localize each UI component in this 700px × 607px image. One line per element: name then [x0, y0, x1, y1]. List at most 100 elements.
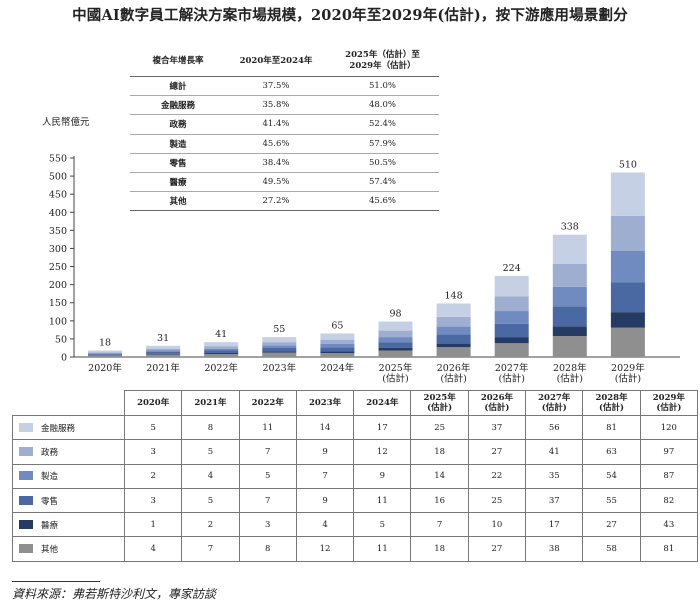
bar-segment-government	[436, 316, 471, 327]
data-table-cell: 35	[525, 463, 584, 489]
data-table-cell: 25	[410, 414, 469, 441]
data-table-cell: 37	[525, 487, 584, 514]
bar-segment-other	[320, 353, 355, 357]
cagr-value: 50.5%	[326, 153, 439, 173]
data-table-cell: 43	[639, 512, 699, 538]
legend-label-government: 政務	[41, 447, 59, 458]
bar-segment-manufacturing	[146, 350, 181, 352]
cagr-row: 金融服務 35.8% 48.0%	[130, 95, 439, 116]
data-table-cell: 9	[353, 463, 412, 489]
cagr-row-label: 其他	[130, 191, 226, 212]
data-table-cell: 5	[123, 414, 183, 441]
legend-label-finance: 金融服務	[41, 423, 76, 434]
bar-segment-finance	[436, 303, 471, 317]
y-tick-label: 150	[49, 298, 67, 309]
bar-segment-manufacturing	[552, 286, 587, 307]
bar-total-label: 65	[331, 320, 343, 331]
bar-segment-medical	[146, 353, 181, 355]
data-table-cell: 56	[525, 414, 584, 441]
bar-segment-medical	[494, 337, 529, 344]
legend-label-other: 其他	[41, 545, 59, 556]
data-table-row: 政務 3 5 7 9 12 18 27 41 63 97	[12, 439, 699, 465]
bar-segment-manufacturing	[88, 353, 122, 355]
cagr-value: 57.9%	[326, 134, 439, 154]
bar-segment-other	[262, 352, 297, 357]
data-table-cell: 8	[181, 414, 240, 441]
data-table-year-header: 2023年	[295, 390, 355, 416]
legend-label-manufacturing: 製造	[41, 472, 59, 483]
data-table-cell: 12	[353, 439, 412, 465]
cagr-row: 總計 37.5% 51.0%	[130, 76, 439, 97]
data-table-cell: 9	[295, 439, 355, 465]
legend-swatch-other	[19, 544, 33, 554]
bar-segment-manufacturing	[494, 311, 529, 324]
y-tick-label: 500	[49, 172, 67, 183]
data-table-cell: 38	[525, 536, 584, 562]
bar-segment-finance	[552, 234, 587, 265]
legend-label-medical: 醫療	[41, 520, 59, 531]
data-table-cell: 10	[467, 512, 527, 538]
data-table-cell: 9	[295, 487, 355, 514]
bar-segment-finance	[262, 337, 297, 343]
data-table-cell: 11	[353, 487, 412, 514]
data-table-row: 金融服務 5 8 11 14 17 25 37 56 81 120	[12, 414, 699, 441]
bar-total-label: 55	[273, 324, 285, 335]
data-table-cell: 4	[295, 512, 355, 538]
cagr-value: 41.4%	[226, 114, 326, 135]
chart-title: 中國AI數字員工解決方案市場規模，2020年至2029年(估計)，按下游應用場景…	[72, 7, 628, 24]
data-table-cell: 7	[410, 512, 469, 538]
cagr-row: 製造 45.6% 57.9%	[130, 134, 439, 154]
bar-segment-medical	[436, 343, 471, 348]
bar-total-label: 31	[157, 333, 169, 344]
y-tick-label: 350	[49, 226, 67, 237]
bar-segment-retail	[204, 350, 239, 354]
legend-swatch-medical	[19, 519, 33, 529]
y-tick-label: 100	[49, 316, 67, 327]
bar-segment-retail	[320, 347, 355, 352]
cagr-value: 37.5%	[226, 76, 326, 97]
data-table-year-header: 2028年 (估計)	[582, 390, 641, 416]
bar-segment-medical	[610, 312, 645, 328]
cagr-row-label: 政務	[130, 114, 226, 135]
data-table-cell: 7	[181, 536, 240, 562]
data-table-cell: 2	[181, 512, 240, 538]
cagr-value: 35.8%	[226, 95, 326, 116]
data-table-cell: 55	[582, 487, 641, 514]
bar-segment-medical	[552, 326, 587, 337]
data-table-row-label: 政務	[12, 439, 125, 465]
data-table-cell: 120	[639, 414, 699, 441]
data-table-cell: 54	[582, 463, 641, 489]
data-table-cell: 25	[467, 487, 527, 514]
bar-segment-government	[494, 296, 529, 312]
data-table-cell: 14	[295, 414, 355, 441]
bar-segment-finance	[320, 333, 355, 340]
data-table-cell: 87	[639, 463, 699, 489]
data-table-cell: 37	[467, 414, 527, 441]
source-note: 資料來源：弗若斯特沙利文，專家訪談	[12, 587, 217, 601]
data-table-cell: 3	[123, 439, 183, 465]
data-table-cell: 82	[639, 487, 699, 514]
y-tick-label: 550	[49, 154, 67, 165]
cagr-value: 49.5%	[226, 172, 326, 193]
bar-segment-other	[204, 354, 239, 357]
bar-total-label: 148	[445, 290, 463, 301]
bar-segment-retail	[552, 306, 587, 327]
data-table-cell: 1	[123, 512, 183, 538]
data-table-cell: 5	[181, 439, 240, 465]
data-table-cell: 17	[525, 512, 584, 538]
x-tick-label: 2026年	[437, 362, 471, 374]
bar-segment-other	[436, 347, 471, 357]
cagr-value: 51.0%	[326, 76, 439, 97]
x-tick-label: (估計)	[440, 373, 466, 385]
x-tick-label: (估計)	[498, 373, 524, 385]
bar-segment-other	[494, 343, 529, 357]
x-tick-label: (估計)	[382, 373, 408, 385]
x-tick-label: 2028年	[553, 362, 587, 374]
source-divider	[12, 581, 100, 582]
bar-segment-other	[88, 355, 122, 357]
data-table-cell: 3	[123, 487, 183, 514]
data-table-cell: 27	[467, 536, 527, 562]
x-tick-label: 2021年	[146, 362, 180, 374]
data-table-row: 醫療 1 2 3 4 5 7 10 17 27 43	[12, 512, 699, 538]
x-tick-label: 2029年	[611, 362, 645, 374]
